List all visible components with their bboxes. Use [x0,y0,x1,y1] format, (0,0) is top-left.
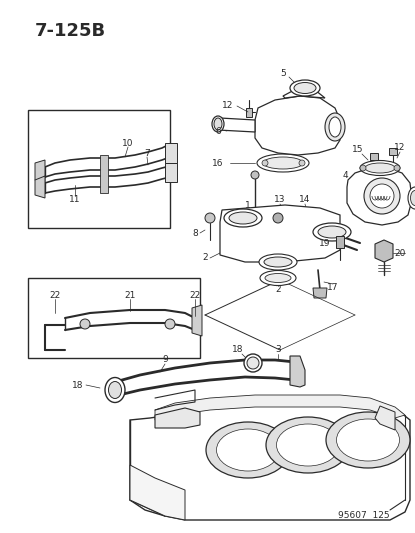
Polygon shape [130,465,185,520]
Text: 4: 4 [342,171,348,180]
Ellipse shape [206,422,290,478]
Text: 95607  125: 95607 125 [338,511,390,520]
Circle shape [205,213,215,223]
Text: 22: 22 [49,290,61,300]
Text: 7-125B: 7-125B [35,22,106,40]
Text: 11: 11 [69,196,81,205]
Polygon shape [192,305,202,336]
Text: 12: 12 [222,101,234,110]
Ellipse shape [264,257,292,267]
Polygon shape [336,236,344,248]
Text: 8: 8 [192,229,198,238]
Text: 10: 10 [122,139,134,148]
Ellipse shape [263,157,303,169]
Polygon shape [255,96,340,155]
Text: 18: 18 [72,381,84,390]
Text: 5: 5 [280,69,286,78]
Bar [28,278,200,358]
Text: 2: 2 [202,254,208,262]
Text: 15: 15 [352,146,364,155]
Ellipse shape [217,429,279,471]
Ellipse shape [365,163,395,173]
Circle shape [299,160,305,166]
Text: 7: 7 [144,149,150,157]
Ellipse shape [108,382,122,399]
Ellipse shape [325,113,345,141]
Ellipse shape [259,254,297,270]
Ellipse shape [266,417,350,473]
Text: 21: 21 [124,290,136,300]
Polygon shape [313,288,327,298]
Circle shape [80,319,90,329]
Text: 17: 17 [327,284,339,293]
Polygon shape [155,395,405,420]
Circle shape [273,213,283,223]
Ellipse shape [214,118,222,130]
Polygon shape [35,176,45,198]
Text: 14: 14 [299,196,311,205]
Ellipse shape [229,212,257,224]
Polygon shape [389,148,397,155]
Bar [28,110,170,228]
Circle shape [394,165,400,171]
Text: 16: 16 [212,158,224,167]
Ellipse shape [290,80,320,96]
Ellipse shape [337,419,400,461]
Ellipse shape [276,424,339,466]
Text: 22: 22 [189,290,200,300]
Polygon shape [100,155,108,193]
Text: 18: 18 [232,345,244,354]
Text: 13: 13 [274,196,286,205]
Text: 20: 20 [394,248,406,257]
Polygon shape [218,118,255,132]
Polygon shape [35,160,45,183]
Circle shape [262,160,268,166]
Ellipse shape [313,223,351,241]
Ellipse shape [329,117,341,137]
Polygon shape [283,88,325,98]
Polygon shape [375,406,395,430]
Text: 9: 9 [162,356,168,365]
Bar [165,143,177,163]
Circle shape [364,178,400,214]
Bar [165,163,177,182]
Ellipse shape [294,83,316,93]
Circle shape [251,171,259,179]
Ellipse shape [105,377,125,402]
Ellipse shape [326,412,410,468]
Text: 12: 12 [394,143,406,152]
Circle shape [360,165,366,171]
Circle shape [370,184,394,208]
Ellipse shape [224,209,262,227]
Circle shape [165,319,175,329]
Ellipse shape [257,154,309,172]
Ellipse shape [360,160,400,175]
Polygon shape [155,408,200,428]
Ellipse shape [244,354,262,372]
Polygon shape [220,205,340,262]
Text: 6: 6 [215,126,221,135]
Ellipse shape [260,271,296,286]
Text: 2: 2 [275,286,281,295]
Text: 3: 3 [275,345,281,354]
Ellipse shape [318,226,346,238]
Polygon shape [290,356,305,387]
Ellipse shape [265,273,291,282]
Polygon shape [246,108,252,117]
Ellipse shape [247,357,259,369]
Text: 19: 19 [319,238,331,247]
Ellipse shape [408,187,415,209]
Polygon shape [408,188,415,208]
Polygon shape [130,400,410,520]
Polygon shape [347,168,412,225]
Ellipse shape [212,116,224,132]
Polygon shape [370,153,378,160]
Polygon shape [375,240,393,262]
Ellipse shape [410,190,415,206]
Text: 1: 1 [245,200,251,209]
